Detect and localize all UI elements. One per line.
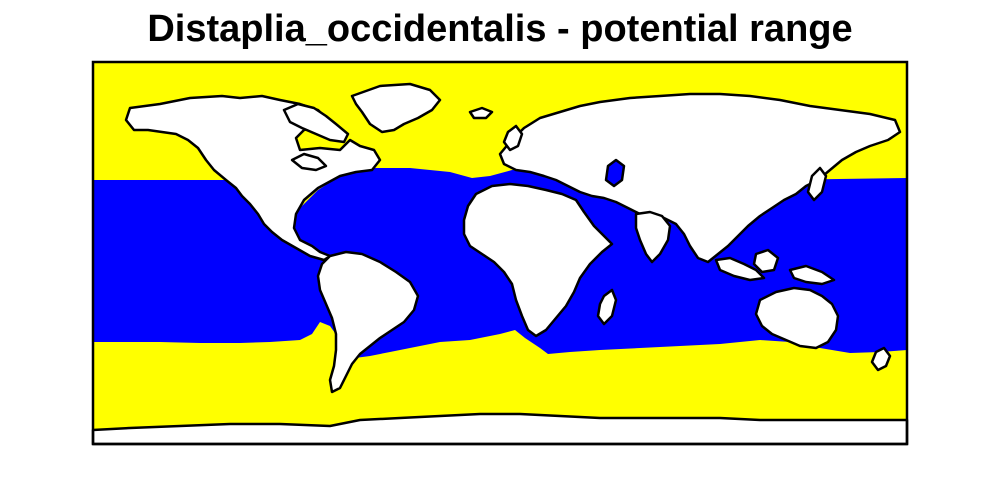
landmass-iceland	[468, 106, 494, 120]
landmass-greenland	[350, 82, 442, 134]
caspian-sea	[604, 158, 626, 188]
map-border	[91, 60, 909, 446]
map-title: Distaplia_occidentalis - potential range	[147, 8, 853, 50]
landmass-africa	[462, 182, 614, 338]
landmass-south-america	[316, 250, 420, 394]
landmass-antarctica	[91, 412, 909, 446]
landmass-new-guinea	[788, 264, 836, 286]
landmass-british-isles	[502, 124, 524, 152]
landmass-borneo	[752, 248, 780, 274]
landmass-indonesia	[714, 256, 766, 282]
landmass-new-zealand	[870, 346, 892, 372]
landmass-japan	[806, 166, 828, 202]
landmass-eurasia	[498, 92, 902, 264]
landmass-australia	[754, 286, 840, 350]
landmass-madagascar	[596, 288, 618, 326]
landmass-baffin	[290, 152, 328, 172]
land-masses	[91, 82, 909, 446]
landmass-arctic-islands	[282, 102, 350, 144]
landmass-india	[634, 210, 672, 264]
